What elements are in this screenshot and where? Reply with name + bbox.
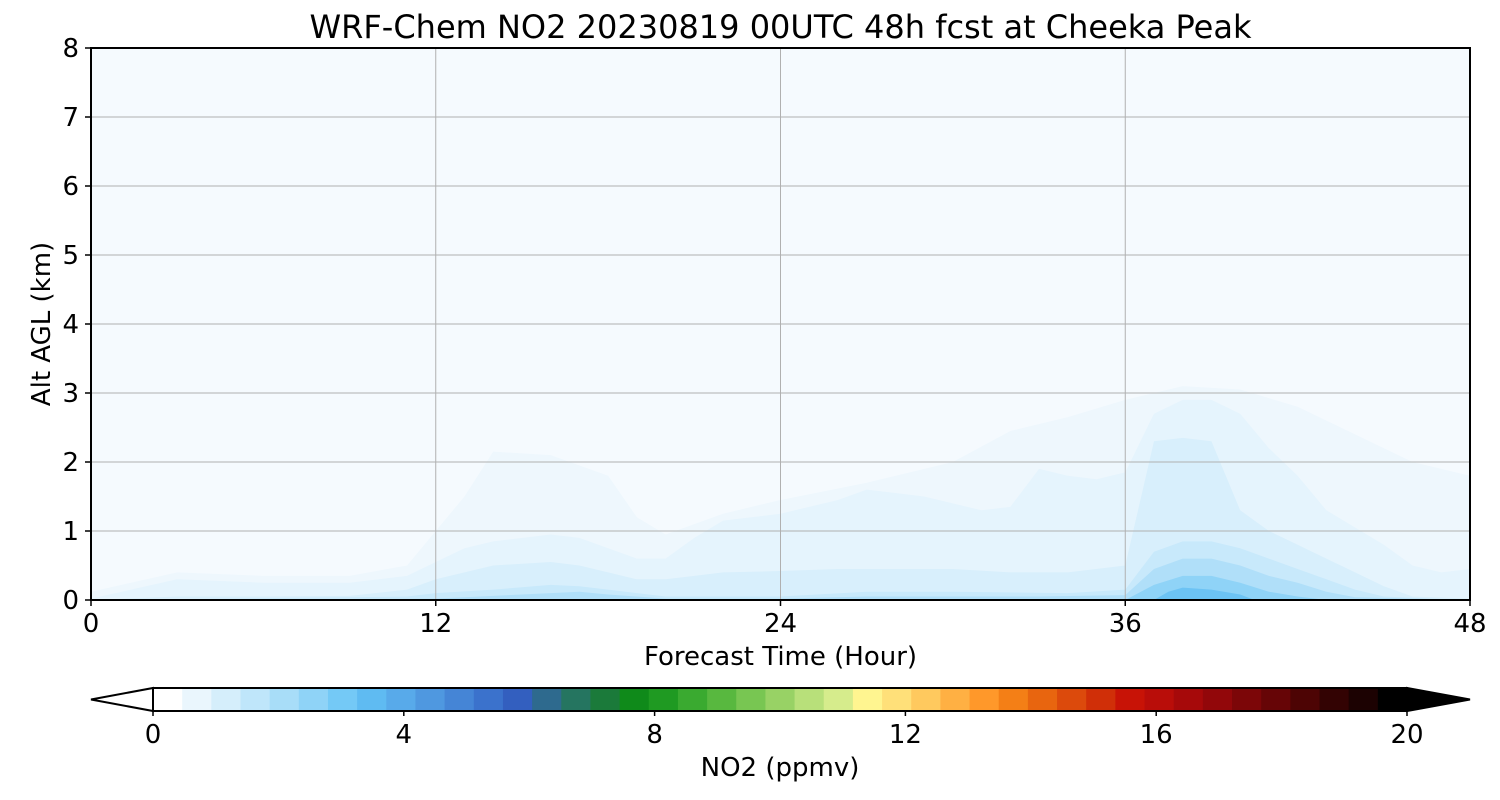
colorbar-swatch [648, 688, 679, 711]
colorbar-tick-label: 0 [145, 720, 162, 750]
colorbar-swatch [182, 688, 212, 711]
colorbar-swatch [502, 688, 533, 711]
contour-layer-7 [91, 587, 1470, 600]
colorbar-swatch [1115, 688, 1146, 711]
colorbar-swatch [765, 688, 796, 711]
colorbar-swatch [1232, 688, 1262, 711]
colorbar-tick-label: 4 [396, 720, 413, 750]
colorbar-ticks: 0 4 8 12 16 20 [145, 711, 1424, 750]
x-tick-label: 24 [764, 609, 797, 639]
colorbar-swatch [707, 688, 737, 711]
x-axis-ticks: 0 12 24 36 48 [83, 600, 1487, 639]
colorbar-extend-max [1406, 686, 1471, 713]
colorbar-swatch [415, 688, 446, 711]
colorbar-swatch [998, 688, 1029, 711]
x-tick-label: 48 [1453, 609, 1486, 639]
colorbar-tick-label: 12 [889, 720, 922, 750]
colorbar-swatch [590, 688, 621, 711]
colorbar-swatch [677, 688, 708, 711]
colorbar-swatch [1202, 688, 1233, 711]
colorbar-tick-label: 20 [1390, 720, 1423, 750]
colorbar-swatch [852, 688, 883, 711]
colorbar-swatch [327, 688, 358, 711]
colorbar-swatch [532, 688, 562, 711]
colorbar-swatch [1144, 688, 1175, 711]
colorbar-swatch [1027, 688, 1058, 711]
x-tick-label: 36 [1109, 609, 1142, 639]
colorbar-swatch [1377, 688, 1408, 711]
colorbar-swatch [823, 688, 854, 711]
colorbar-swatch [357, 688, 387, 711]
colorbar-tick-label: 16 [1140, 720, 1173, 750]
colorbar-swatch [882, 688, 912, 711]
y-tick-label: 0 [62, 586, 79, 616]
colorbar-swatch [473, 688, 504, 711]
y-axis-label: Alt AGL (km) [27, 242, 57, 406]
colorbar-label: NO2 (ppmv) [701, 753, 860, 783]
colorbar-swatch [911, 688, 941, 711]
colorbar-swatch [444, 688, 475, 711]
y-tick-label: 1 [62, 517, 79, 547]
colorbar-swatch [1173, 688, 1204, 711]
colorbar-swatch [940, 688, 971, 711]
colorbar-swatch [1319, 688, 1350, 711]
x-tick-label: 12 [419, 609, 452, 639]
colorbar-swatch [1261, 688, 1291, 711]
colorbar-swatch [153, 688, 183, 711]
y-axis-ticks: 0 1 2 3 4 5 6 7 8 [62, 34, 91, 616]
colorbar-swatch [211, 688, 242, 711]
colorbar-swatch [794, 688, 825, 711]
colorbar-swatch [386, 688, 417, 711]
y-tick-label: 5 [62, 241, 79, 271]
colorbar-swatch [1348, 688, 1379, 711]
colorbar-frame [152, 687, 1408, 712]
colorbar-swatch [1290, 688, 1321, 711]
colorbar-swatch [240, 688, 271, 711]
chart-title: WRF-Chem NO2 20230819 00UTC 48h fcst at … [310, 8, 1252, 46]
colorbar-swatch [1086, 688, 1116, 711]
colorbar-swatch [269, 688, 300, 711]
y-tick-label: 4 [62, 310, 79, 340]
contour-layer-6 [91, 575, 1470, 600]
y-tick-label: 8 [62, 34, 79, 64]
colorbar-swatch [298, 688, 329, 711]
colorbar-extend-min [90, 686, 154, 713]
colorbar [90, 686, 1471, 713]
y-tick-label: 2 [62, 448, 79, 478]
y-tick-label: 7 [62, 103, 79, 133]
colorbar-swatch [619, 688, 650, 711]
colorbar-tick-label: 8 [646, 720, 663, 750]
colorbar-swatch [969, 688, 1000, 711]
y-tick-label: 3 [62, 379, 79, 409]
x-axis-label: Forecast Time (Hour) [644, 642, 917, 672]
y-tick-label: 6 [62, 172, 79, 202]
colorbar-swatch [736, 688, 767, 711]
colorbar-swatch [561, 688, 592, 711]
colorbar-swatch [1057, 688, 1087, 711]
x-tick-label: 0 [83, 609, 100, 639]
